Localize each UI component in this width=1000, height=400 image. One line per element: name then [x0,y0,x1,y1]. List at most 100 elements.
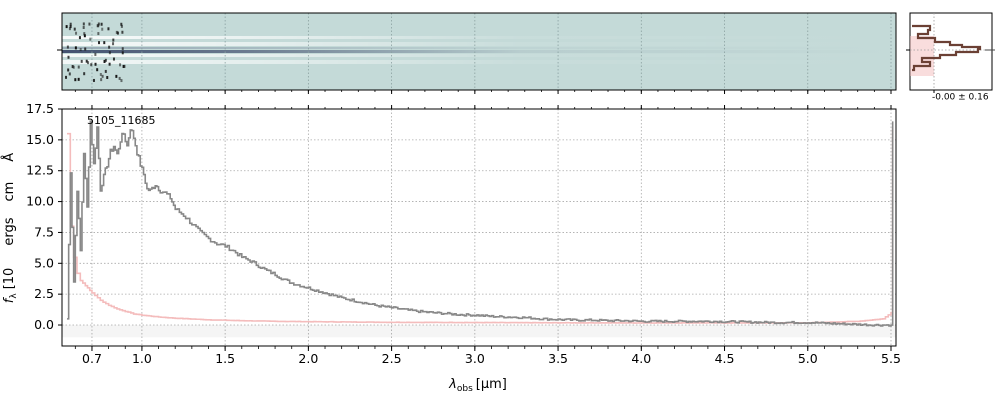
x-tick-label: 5.0 [798,351,818,366]
pixel-noise [104,58,107,62]
pixel-noise [112,38,115,42]
spectrum-2d-frame [61,12,897,91]
pixel-noise [73,27,76,31]
pixel-noise [77,77,80,81]
spectrum-2d-ticks [57,49,892,94]
y-axis-label-f: f [2,296,17,303]
pixel-noise [69,22,72,26]
pixel-noise [121,30,124,34]
y-tick-label: 17.5 [26,101,54,116]
pixel-noise [115,30,118,34]
pixel-noise [67,68,70,72]
spectrum-1d-panel: 0.7 1.0 1.5 2.0 2.5 3.0 3.5 4.0 4.5 5.0 5.5 0.0 2.5… [26,101,901,366]
pixel-noise [97,32,100,36]
pixel-noise [74,78,77,82]
pixel-noise [118,76,121,80]
pixel-noise [108,51,111,55]
profile-label: -0.00 ± 0.16 [932,93,989,103]
pixel-noise [104,69,107,73]
pixel-noise [68,27,71,31]
pixel-noise [101,27,104,31]
pixel-noise [99,72,102,76]
x-tick-label: 3.5 [548,351,568,366]
y-tick-label: 7.5 [34,224,54,239]
pixel-noise [83,34,86,38]
pixel-noise [82,26,85,30]
x-axis-ticks: 0.7 1.0 1.5 2.0 2.5 3.0 3.5 4.0 4.5 5.0 5.5 [74,105,901,366]
pixel-noise [80,59,83,63]
trace-band [62,54,896,57]
pixel-noise [96,68,99,72]
x-tick-label: 2.0 [298,351,318,366]
trace-band [62,42,896,46]
pixel-noise [66,45,69,49]
spectrum-2d-grid [91,13,892,90]
pixel-noise [120,24,123,28]
pixel-noise [112,57,115,61]
pixel-noise [120,79,123,83]
trace-band [62,47,896,49]
trace-band [62,50,896,53]
x-axis-label: λobs [μm] [448,377,507,394]
pixel-noise [68,72,71,76]
pixel-noise [83,32,86,36]
y-axis-label-ergs: ergs [2,217,17,245]
pixel-noise [85,59,88,63]
pixel-noise [107,27,110,31]
zero-band-rect [62,325,896,338]
series-error-line [66,127,894,324]
main-frame [61,108,897,347]
y-tick-label: 0.0 [34,317,54,332]
pixel-noise [88,22,91,26]
y-axis-label-cm: cm [2,182,17,202]
pixel-noise [74,46,77,50]
pixel-noise [71,65,74,69]
profile-trace [906,13,995,93]
x-axis-label-main: λ [448,377,457,392]
pixel-noise [97,22,100,26]
x-tick-label: 2.5 [382,351,402,366]
x-tick-label: 4.5 [715,351,735,366]
pixel-noise [116,31,119,35]
pixel-noise [82,22,85,26]
y-axis-label-bracket: [10 [2,268,17,290]
pixel-noise [108,62,111,66]
pixel-noise [103,59,106,63]
pixel-noise [100,22,103,26]
pixel-noise [115,74,118,78]
pixel-noise [67,55,70,59]
x-axis-label-unit: [μm] [476,377,507,392]
y-tick-label: 12.5 [26,163,54,178]
pixel-noise [100,78,103,82]
y-axis-label: fλ [10 ergs cm Å [1,153,19,303]
pixel-noise [65,25,68,29]
pixel-noise [65,75,68,79]
main-grid [62,108,896,346]
x-tick-label: 4.0 [631,351,651,366]
profile-curve [912,24,982,72]
pixel-noise [89,37,92,41]
x-axis-label-sub: obs [457,384,473,394]
pixel-noise [97,24,100,28]
y-axis-label-sub: λ [9,293,19,299]
y-axis-ticks: 0.0 2.5 5.0 7.5 10.0 12.5 15.0 17.5 [26,101,62,332]
pixel-noise [121,51,124,55]
y-tick-label: 2.5 [34,286,54,301]
pixel-noise [119,63,122,67]
y-tick-label: 5.0 [34,255,54,270]
x-tick-label: 5.5 [881,351,901,366]
pixel-noise [94,52,97,56]
pixel-noise [94,62,97,66]
pixel-noise [120,22,123,26]
pixel-noise [72,65,75,69]
spectrum-2d-panel [57,12,897,94]
x-tick-label: 1.5 [215,351,235,366]
pixel-noise [98,41,101,45]
pixel-noise [90,63,93,67]
pixel-noise [77,65,80,69]
pixel-noise [84,47,87,51]
y-tick-label: 15.0 [26,132,54,147]
trace-band [62,36,896,39]
pixel-noise [112,42,115,46]
